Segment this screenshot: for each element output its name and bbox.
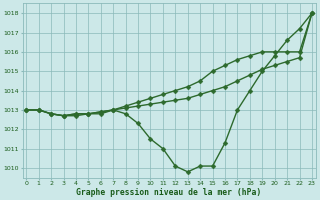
X-axis label: Graphe pression niveau de la mer (hPa): Graphe pression niveau de la mer (hPa) <box>76 188 262 197</box>
